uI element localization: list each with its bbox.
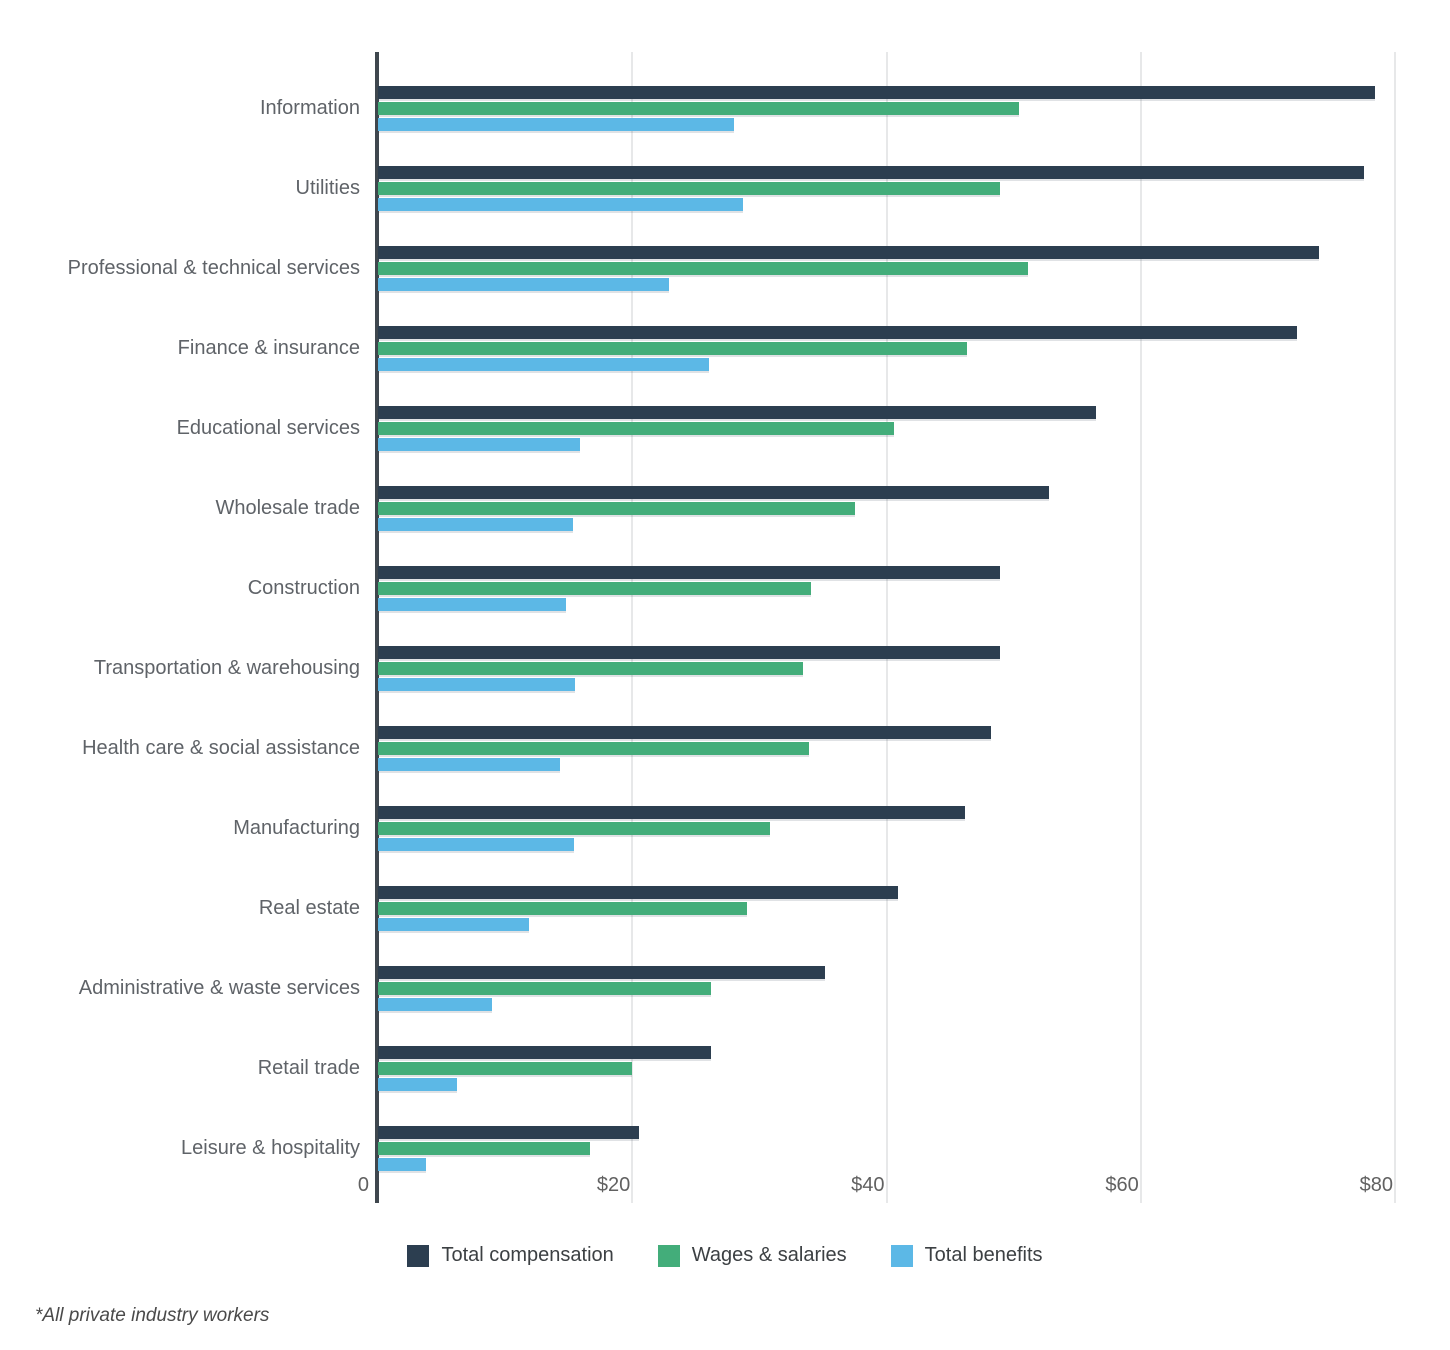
legend-item-total-benefits[interactable]: Total benefits	[890, 1244, 1043, 1267]
category-label-finance-insurance: Finance & insurance	[177, 337, 360, 359]
category-label-leisure-hospitality: Leisure & hospitality	[181, 1137, 360, 1159]
bar-total-compensation-professional-technical-services[interactable]	[378, 246, 1319, 259]
category-label-construction: Construction	[247, 577, 360, 599]
category-label-educational-services: Educational services	[176, 417, 360, 439]
gridline-60	[1139, 52, 1142, 1203]
category-label-professional-technical-services: Professional & technical services	[67, 257, 360, 279]
legend-item-total-compensation[interactable]: Total compensation	[407, 1244, 614, 1267]
total-benefits-swatch-icon	[890, 1244, 913, 1267]
legend-label: Total compensation	[441, 1244, 614, 1266]
bar-total-compensation-health-care-social-assistance[interactable]	[378, 726, 991, 739]
bar-total-compensation-transportation-warehousing[interactable]	[378, 646, 1000, 659]
wages-salaries-swatch-icon	[657, 1244, 680, 1267]
bar-wages-salaries-manufacturing[interactable]	[378, 822, 770, 835]
gridline-20	[631, 52, 634, 1203]
legend-item-wages-salaries[interactable]: Wages & salaries	[657, 1244, 847, 1267]
bar-wages-salaries-administrative-waste-services[interactable]	[378, 982, 712, 995]
gridline-80	[1394, 52, 1396, 1203]
x-tick-label-60: $60	[1105, 1174, 1139, 1196]
bar-total-compensation-educational-services[interactable]	[378, 406, 1097, 419]
bar-total-benefits-construction[interactable]	[378, 598, 567, 611]
chart-footnote: *All private industry workers	[35, 1305, 270, 1326]
bar-total-benefits-utilities[interactable]	[378, 198, 743, 211]
bar-total-compensation-finance-insurance[interactable]	[378, 326, 1298, 339]
x-tick-label-40: $40	[851, 1174, 885, 1196]
gridline-40	[885, 52, 888, 1203]
bar-total-benefits-finance-insurance[interactable]	[378, 358, 709, 371]
bar-wages-salaries-finance-insurance[interactable]	[378, 342, 967, 355]
bar-total-compensation-wholesale-trade[interactable]	[378, 486, 1050, 499]
bar-total-compensation-leisure-hospitality[interactable]	[378, 1126, 639, 1139]
category-label-retail-trade: Retail trade	[257, 1057, 360, 1079]
bar-total-benefits-professional-technical-services[interactable]	[378, 278, 670, 291]
bar-wages-salaries-health-care-social-assistance[interactable]	[378, 742, 809, 755]
category-label-manufacturing: Manufacturing	[233, 817, 360, 839]
bar-total-benefits-information[interactable]	[378, 118, 734, 131]
bar-total-benefits-real-estate[interactable]	[378, 918, 530, 931]
legend-label: Total benefits	[924, 1244, 1043, 1266]
bar-wages-salaries-wholesale-trade[interactable]	[378, 502, 855, 515]
category-label-health-care-social-assistance: Health care & social assistance	[82, 737, 360, 759]
category-label-information: Information	[259, 97, 360, 119]
bar-total-compensation-administrative-waste-services[interactable]	[378, 966, 826, 979]
bar-wages-salaries-leisure-hospitality[interactable]	[378, 1142, 591, 1155]
bar-wages-salaries-educational-services[interactable]	[378, 422, 895, 435]
bar-wages-salaries-professional-technical-services[interactable]	[378, 262, 1028, 275]
bar-total-compensation-information[interactable]	[378, 86, 1375, 99]
bar-total-compensation-retail-trade[interactable]	[378, 1046, 712, 1059]
x-tick-label-80: $80	[1359, 1174, 1393, 1196]
x-tick-label-0: 0	[357, 1174, 369, 1196]
bar-total-benefits-educational-services[interactable]	[378, 438, 581, 451]
category-label-administrative-waste-services: Administrative & waste services	[78, 977, 360, 999]
chart-legend: Total compensation Wages & salaries Tota…	[0, 1244, 1450, 1267]
bar-wages-salaries-construction[interactable]	[378, 582, 812, 595]
bar-total-compensation-real-estate[interactable]	[378, 886, 898, 899]
bar-total-benefits-wholesale-trade[interactable]	[378, 518, 573, 531]
bar-wages-salaries-retail-trade[interactable]	[378, 1062, 633, 1075]
bar-total-benefits-health-care-social-assistance[interactable]	[378, 758, 560, 771]
bar-total-compensation-construction[interactable]	[378, 566, 1000, 579]
category-label-wholesale-trade: Wholesale trade	[215, 497, 360, 519]
category-label-real-estate: Real estate	[258, 897, 360, 919]
bar-wages-salaries-real-estate[interactable]	[378, 902, 747, 915]
legend-label: Wages & salaries	[691, 1244, 847, 1266]
plot-area	[375, 52, 1396, 1203]
bar-total-compensation-manufacturing[interactable]	[378, 806, 966, 819]
category-label-utilities: Utilities	[295, 177, 360, 199]
bar-total-benefits-leisure-hospitality[interactable]	[378, 1158, 427, 1171]
x-tick-label-20: $20	[596, 1174, 631, 1196]
category-label-transportation-warehousing: Transportation & warehousing	[93, 657, 360, 679]
bar-wages-salaries-transportation-warehousing[interactable]	[378, 662, 803, 675]
bar-total-benefits-manufacturing[interactable]	[378, 838, 574, 851]
bar-total-benefits-retail-trade[interactable]	[378, 1078, 457, 1091]
bar-total-benefits-transportation-warehousing[interactable]	[378, 678, 576, 691]
total-compensation-swatch-icon	[407, 1244, 430, 1267]
bar-total-benefits-administrative-waste-services[interactable]	[378, 998, 493, 1011]
bar-total-compensation-utilities[interactable]	[378, 166, 1365, 179]
bar-wages-salaries-information[interactable]	[378, 102, 1019, 115]
bar-wages-salaries-utilities[interactable]	[378, 182, 1000, 195]
y-axis-line	[375, 52, 379, 1203]
